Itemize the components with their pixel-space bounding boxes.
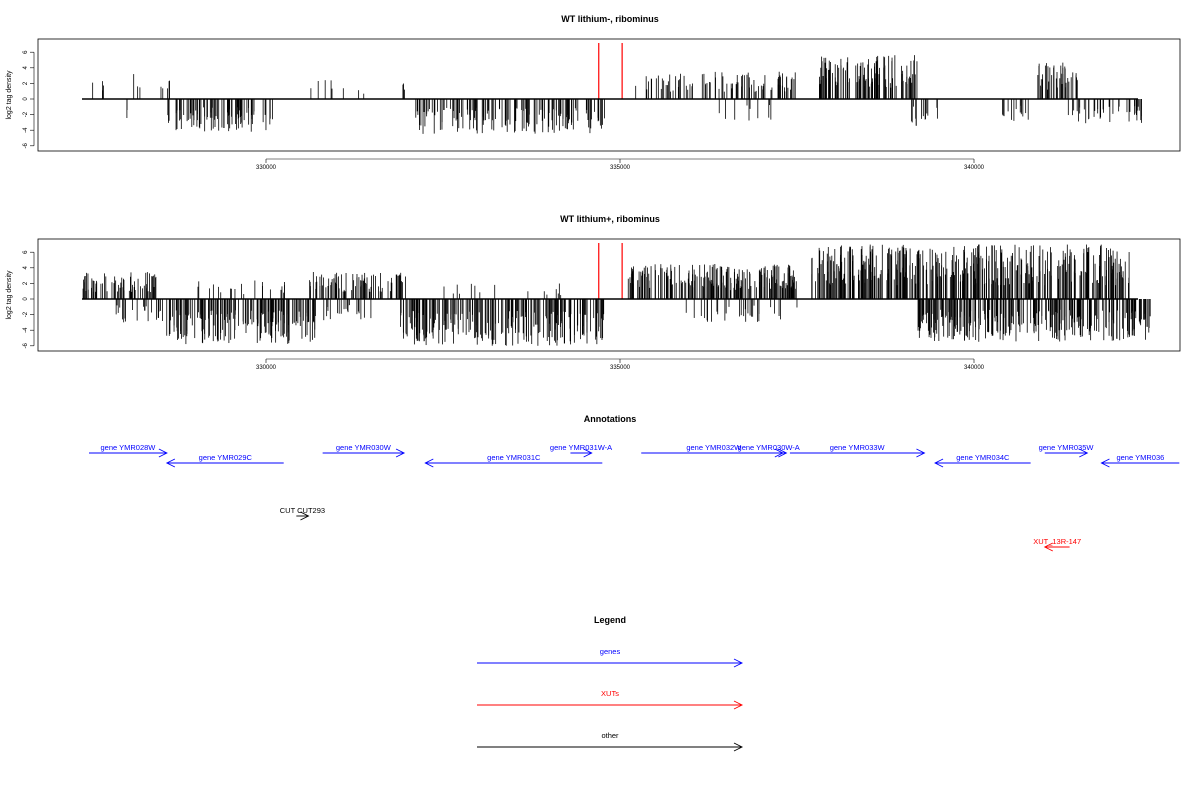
chart-title-lithium-plus: WT lithium+, ribominus <box>560 214 660 224</box>
gene-label: gene YMR028W <box>100 443 156 452</box>
other-arrow <box>296 511 310 521</box>
y-tick-label: 0 <box>23 297 29 301</box>
plot-frame <box>37 238 1181 352</box>
signal-bars <box>92 55 1142 134</box>
y-tick-label: 6 <box>23 250 29 254</box>
x-tick-label: 340000 <box>964 165 985 171</box>
annotations-title: Annotations <box>584 414 637 424</box>
y-axis: 6 4 2 0 -2 -4 -6 <box>23 250 35 348</box>
x-tick-label: 335000 <box>610 365 631 371</box>
x-tick-label: 330000 <box>256 365 277 371</box>
y-tick-label: 2 <box>23 81 29 85</box>
gene-label: gene YMR033W <box>830 443 886 452</box>
red-markers <box>598 243 623 299</box>
gene-label: gene YMR030W-A <box>738 443 800 452</box>
x-tick-label: 340000 <box>964 365 985 371</box>
y-tick-label: -6 <box>23 342 29 348</box>
legend-title: Legend <box>594 615 626 625</box>
signal-bars <box>82 244 1151 346</box>
legend-arrow <box>477 742 744 752</box>
gene-arrow <box>570 448 593 458</box>
x-axis: 330000 335000 340000 <box>256 358 985 371</box>
legend-arrow <box>477 658 744 668</box>
legend-items: genes XUTs other <box>477 647 744 752</box>
gene-arrow <box>322 448 406 458</box>
gene-label: gene YMR031C <box>487 453 541 462</box>
y-tick-label: 4 <box>23 65 29 69</box>
legend-arrow <box>477 700 744 710</box>
legend-label: genes <box>600 647 621 656</box>
gene-label: gene YMR032W <box>686 443 742 452</box>
y-tick-label: -6 <box>23 142 29 148</box>
gene-arrow <box>424 458 603 468</box>
gene-arrow <box>1100 458 1180 468</box>
x-axis: 330000 335000 340000 <box>256 158 985 171</box>
chart-title-lithium-minus: WT lithium-, ribominus <box>561 14 659 24</box>
gene-arrow <box>89 448 168 458</box>
y-tick-label: 2 <box>23 281 29 285</box>
gene-label: gene YMR029C <box>199 453 253 462</box>
gene-arrow <box>165 458 284 468</box>
y-tick-label: -4 <box>23 327 29 333</box>
gene-label: gene YMR036 <box>1116 453 1164 462</box>
legend-label: XUTs <box>601 689 619 698</box>
gene-arrow <box>754 448 784 458</box>
y-axis-label: log2 tag density <box>6 270 13 320</box>
other-label: CUT CUT293 <box>280 506 325 515</box>
y-tick-label: -2 <box>23 311 29 317</box>
plot-frame <box>37 38 1181 152</box>
y-axis: 6 4 2 0 -2 -4 -6 <box>23 50 35 148</box>
xut-arrow <box>1043 542 1070 552</box>
gene-label: gene YMR031W-A <box>550 443 612 452</box>
y-tick-label: 0 <box>23 97 29 101</box>
y-tick-label: -4 <box>23 127 29 133</box>
y-axis-label: log2 tag density <box>6 70 13 120</box>
gene-arrow <box>789 448 926 458</box>
xut-label: XUT_13R-147 <box>1033 537 1081 546</box>
y-tick-label: 6 <box>23 50 29 54</box>
legend-label: other <box>601 731 619 740</box>
gene-arrow <box>934 458 1031 468</box>
red-markers <box>598 43 623 99</box>
x-tick-label: 330000 <box>256 165 277 171</box>
chart-panel-lithium-plus: WT lithium+, ribominus log2 tag density … <box>6 214 1181 371</box>
x-tick-label: 335000 <box>610 165 631 171</box>
gene-arrow <box>1044 448 1089 458</box>
legend: Legend genes XUTs other <box>477 615 744 752</box>
chart-panel-lithium-minus: WT lithium-, ribominus log2 tag density … <box>6 14 1181 171</box>
annotation-items: gene YMR028W gene YMR029C gene YMR030W gene… <box>89 443 1180 552</box>
gene-label: gene YMR035W <box>1039 443 1095 452</box>
gene-label: gene YMR034C <box>956 453 1010 462</box>
gene-label: gene YMR030W <box>336 443 392 452</box>
y-tick-label: 4 <box>23 265 29 269</box>
y-tick-label: -2 <box>23 111 29 117</box>
